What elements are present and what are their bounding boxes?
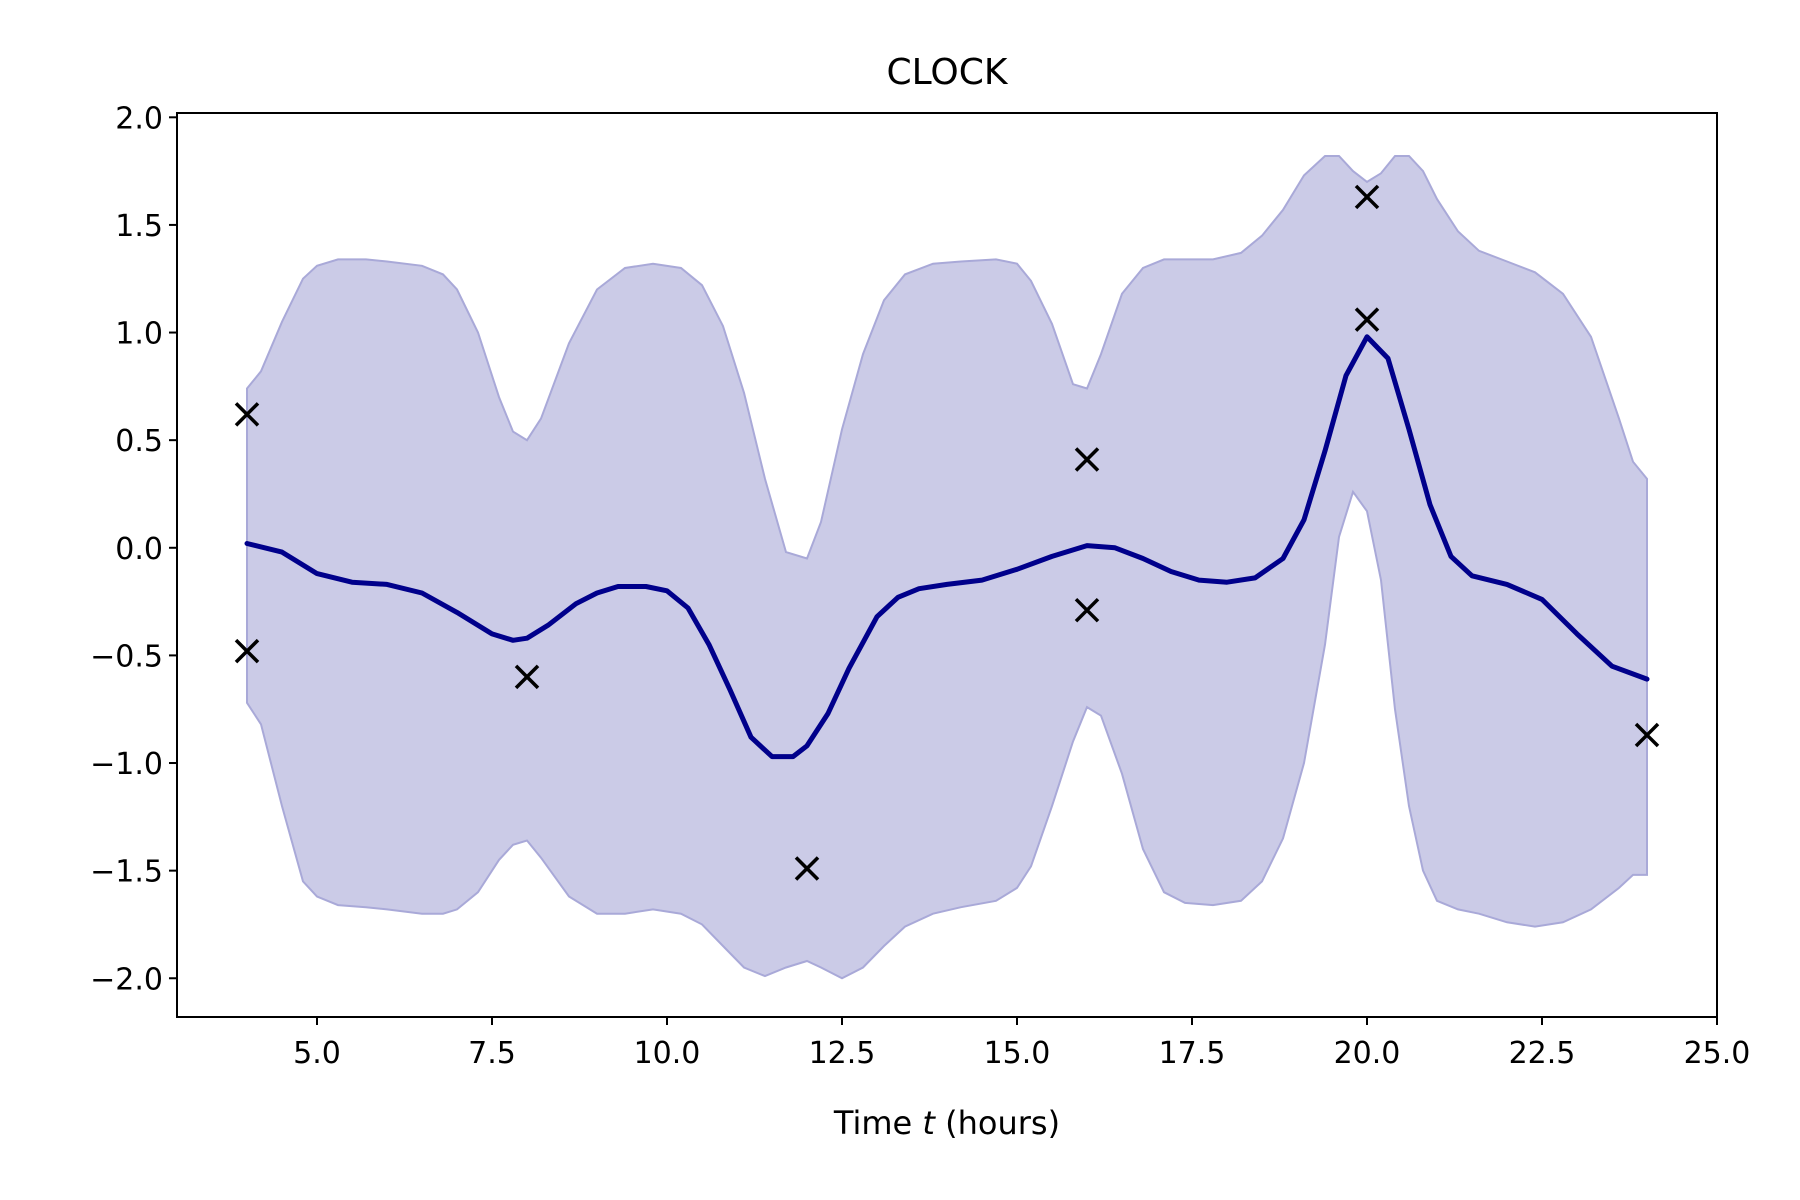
observation-marker: [1634, 722, 1660, 748]
y-tick-label: −0.5: [90, 639, 163, 674]
x-axis-label-prefix: Time: [833, 1104, 922, 1142]
observation-marker: [1354, 307, 1380, 332]
y-tick-label: 1.0: [115, 317, 163, 352]
x-tick-label: 10.0: [634, 1036, 701, 1071]
x-tick-label: 12.5: [809, 1036, 876, 1071]
mean-curve: [244, 334, 1650, 760]
x-tick-label: 5.0: [293, 1036, 341, 1071]
observation-marker: [234, 402, 260, 427]
y-tick-label: −2.0: [90, 962, 163, 997]
observation-marker: [794, 856, 820, 881]
x-axis-label-variable: t: [922, 1104, 936, 1142]
plot-area: [234, 155, 1660, 980]
y-tick-label: 2.0: [115, 101, 163, 136]
y-tick-label: −1.5: [90, 855, 163, 890]
confidence-band: [246, 155, 1648, 980]
x-tick-label: 22.5: [1509, 1036, 1576, 1071]
observation-marker: [1074, 447, 1100, 472]
x-tick-label: 7.5: [468, 1036, 516, 1071]
chart-title: CLOCK: [887, 52, 1009, 93]
x-tick-label: 25.0: [1684, 1036, 1751, 1071]
x-axis-label-suffix: (hours): [935, 1104, 1060, 1142]
observation-marker: [234, 638, 260, 664]
x-axis-label: Time t (hours): [833, 1104, 1060, 1142]
x-tick-label: 17.5: [1159, 1036, 1226, 1071]
y-tick-label: 0.5: [115, 424, 163, 459]
y-tick-label: 0.0: [115, 532, 163, 567]
y-axis: 2.0 1.5 1.0 0.5 0.0 −0.5 −1.0 −1.5 −2.0: [90, 101, 177, 997]
x-tick-label: 20.0: [1334, 1036, 1401, 1071]
observation-marker: [1354, 184, 1380, 210]
x-axis: 5.0 7.5 10.0 12.5 15.0 17.5 20.0 22.5 25.0: [293, 1017, 1750, 1071]
observation-marker: [514, 664, 540, 690]
x-tick-label: 15.0: [984, 1036, 1051, 1071]
axes-frame: [176, 112, 1718, 1018]
y-tick-label: 1.5: [115, 209, 163, 244]
y-tick-label: −1.0: [90, 747, 163, 782]
observation-marker: [1074, 597, 1100, 623]
